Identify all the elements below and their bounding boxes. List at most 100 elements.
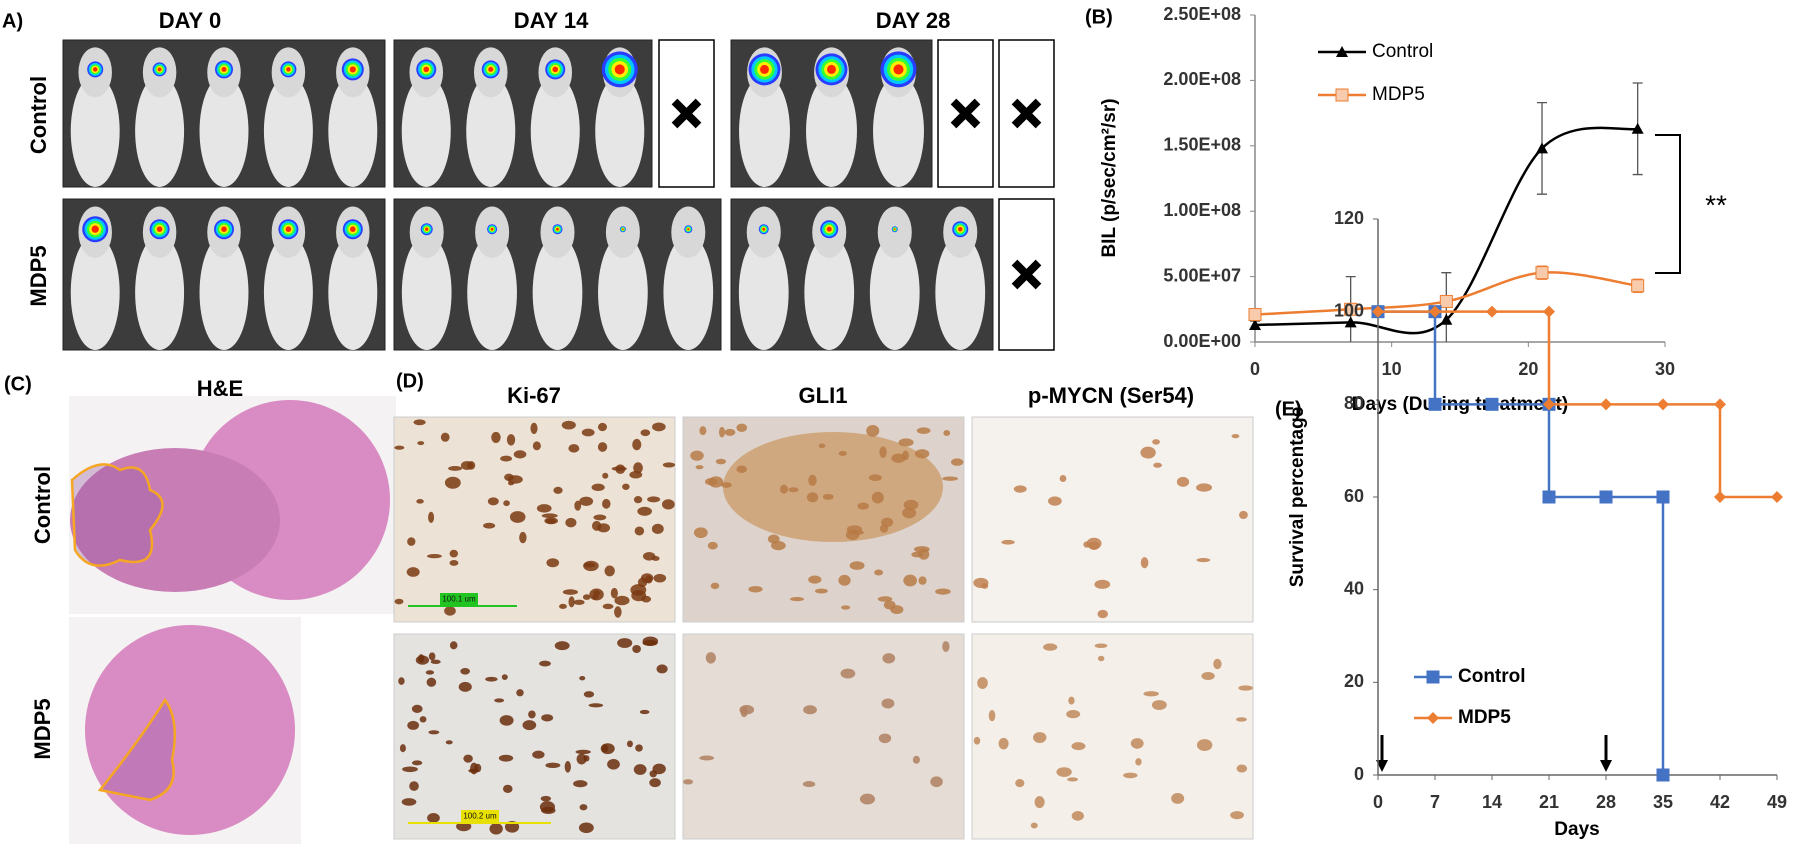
nucleus: [519, 531, 527, 544]
nucleus: [879, 446, 887, 458]
stain-patch: [723, 432, 943, 542]
nucleus: [575, 749, 591, 755]
nucleus: [1083, 541, 1090, 548]
marker: [1535, 266, 1549, 280]
marker: [1599, 490, 1613, 504]
legend-label: Control: [1372, 41, 1433, 62]
mouse-body: [869, 235, 920, 350]
nucleus: [498, 754, 514, 762]
nucleus: [573, 780, 588, 788]
nucleus: [1196, 739, 1213, 751]
mouse-head: [605, 206, 640, 258]
marker: [1536, 142, 1548, 154]
signal: [350, 226, 356, 232]
nucleus: [539, 660, 551, 667]
series-line: [1378, 310, 1665, 775]
nucleus: [428, 652, 436, 661]
dead-mark: [1011, 259, 1042, 290]
scale-box: [461, 810, 499, 822]
signal: [760, 64, 769, 74]
nucleus: [604, 565, 615, 577]
signal: [893, 228, 896, 231]
nucleus: [973, 577, 989, 588]
y-tick-label: 60: [1344, 486, 1364, 506]
mouse-body: [806, 75, 857, 187]
nucleus: [878, 733, 892, 744]
nucleus: [554, 641, 570, 651]
dead-mark: [671, 98, 702, 129]
nucleus: [699, 426, 707, 436]
panel-label: (B): [1085, 6, 1113, 28]
signal: [826, 226, 832, 232]
nucleus: [1171, 792, 1185, 804]
nucleus: [724, 428, 736, 436]
nucleus: [977, 677, 988, 689]
nucleus: [642, 640, 658, 646]
y-tick-label: 20: [1344, 671, 1364, 691]
signal: [286, 67, 291, 72]
nucleus: [614, 606, 622, 618]
nucleus: [913, 546, 930, 553]
nucleus: [633, 764, 647, 775]
x-tick-label: 30: [1655, 359, 1675, 379]
nucleus: [394, 445, 405, 450]
nucleus: [617, 638, 633, 648]
nucleus: [693, 527, 708, 539]
tissue-image: [971, 416, 1254, 623]
marker: [1427, 712, 1439, 724]
marker: [1372, 305, 1384, 318]
legend-label: MDP5: [1372, 84, 1425, 105]
nucleus: [1015, 778, 1025, 788]
nucleus: [788, 487, 799, 493]
mouse-body: [401, 235, 452, 350]
nucleus: [1151, 700, 1167, 710]
nucleus: [903, 499, 919, 511]
nucleus: [589, 588, 604, 601]
nucleus: [1143, 691, 1159, 697]
mouse-body: [598, 235, 648, 350]
marker: [1543, 305, 1555, 318]
nucleus: [398, 677, 405, 685]
signal: [157, 67, 162, 72]
x-axis-label: Days: [1554, 819, 1599, 840]
nucleus: [1231, 434, 1240, 439]
mouse-body: [466, 75, 516, 187]
nucleus: [583, 691, 595, 698]
nucleus: [407, 720, 420, 730]
nucleus: [445, 740, 453, 745]
nucleus: [491, 431, 501, 443]
x-tick-label: 49: [1767, 792, 1787, 812]
signal: [552, 66, 559, 73]
nucleus: [720, 482, 732, 488]
signal: [622, 228, 624, 231]
x-tick-label: 0: [1373, 792, 1383, 812]
nucleus: [1034, 796, 1045, 809]
nucleus: [690, 450, 704, 461]
nucleus: [822, 493, 834, 500]
nucleus: [1056, 767, 1072, 777]
tumor-outline: [70, 463, 164, 567]
signal: [92, 67, 98, 72]
nucleus: [838, 451, 847, 456]
nucleus: [653, 573, 667, 583]
x-tick-label: 21: [1539, 792, 1559, 812]
mouse-body: [739, 75, 790, 187]
nucleus: [704, 477, 718, 486]
marker: [1344, 316, 1357, 328]
nucleus: [815, 588, 828, 594]
nucleus: [1030, 822, 1038, 829]
nucleus: [943, 429, 951, 437]
nucleus: [633, 496, 643, 504]
nucleus: [637, 506, 652, 516]
mouse-body: [401, 75, 451, 187]
signal: [488, 66, 494, 72]
nucleus: [640, 429, 651, 437]
nucleus: [651, 523, 664, 534]
nucleus: [487, 497, 499, 506]
nucleus: [509, 511, 526, 523]
nucleus: [597, 422, 607, 432]
signal: [91, 225, 99, 233]
nucleus: [588, 703, 604, 708]
nucleus: [838, 574, 851, 586]
